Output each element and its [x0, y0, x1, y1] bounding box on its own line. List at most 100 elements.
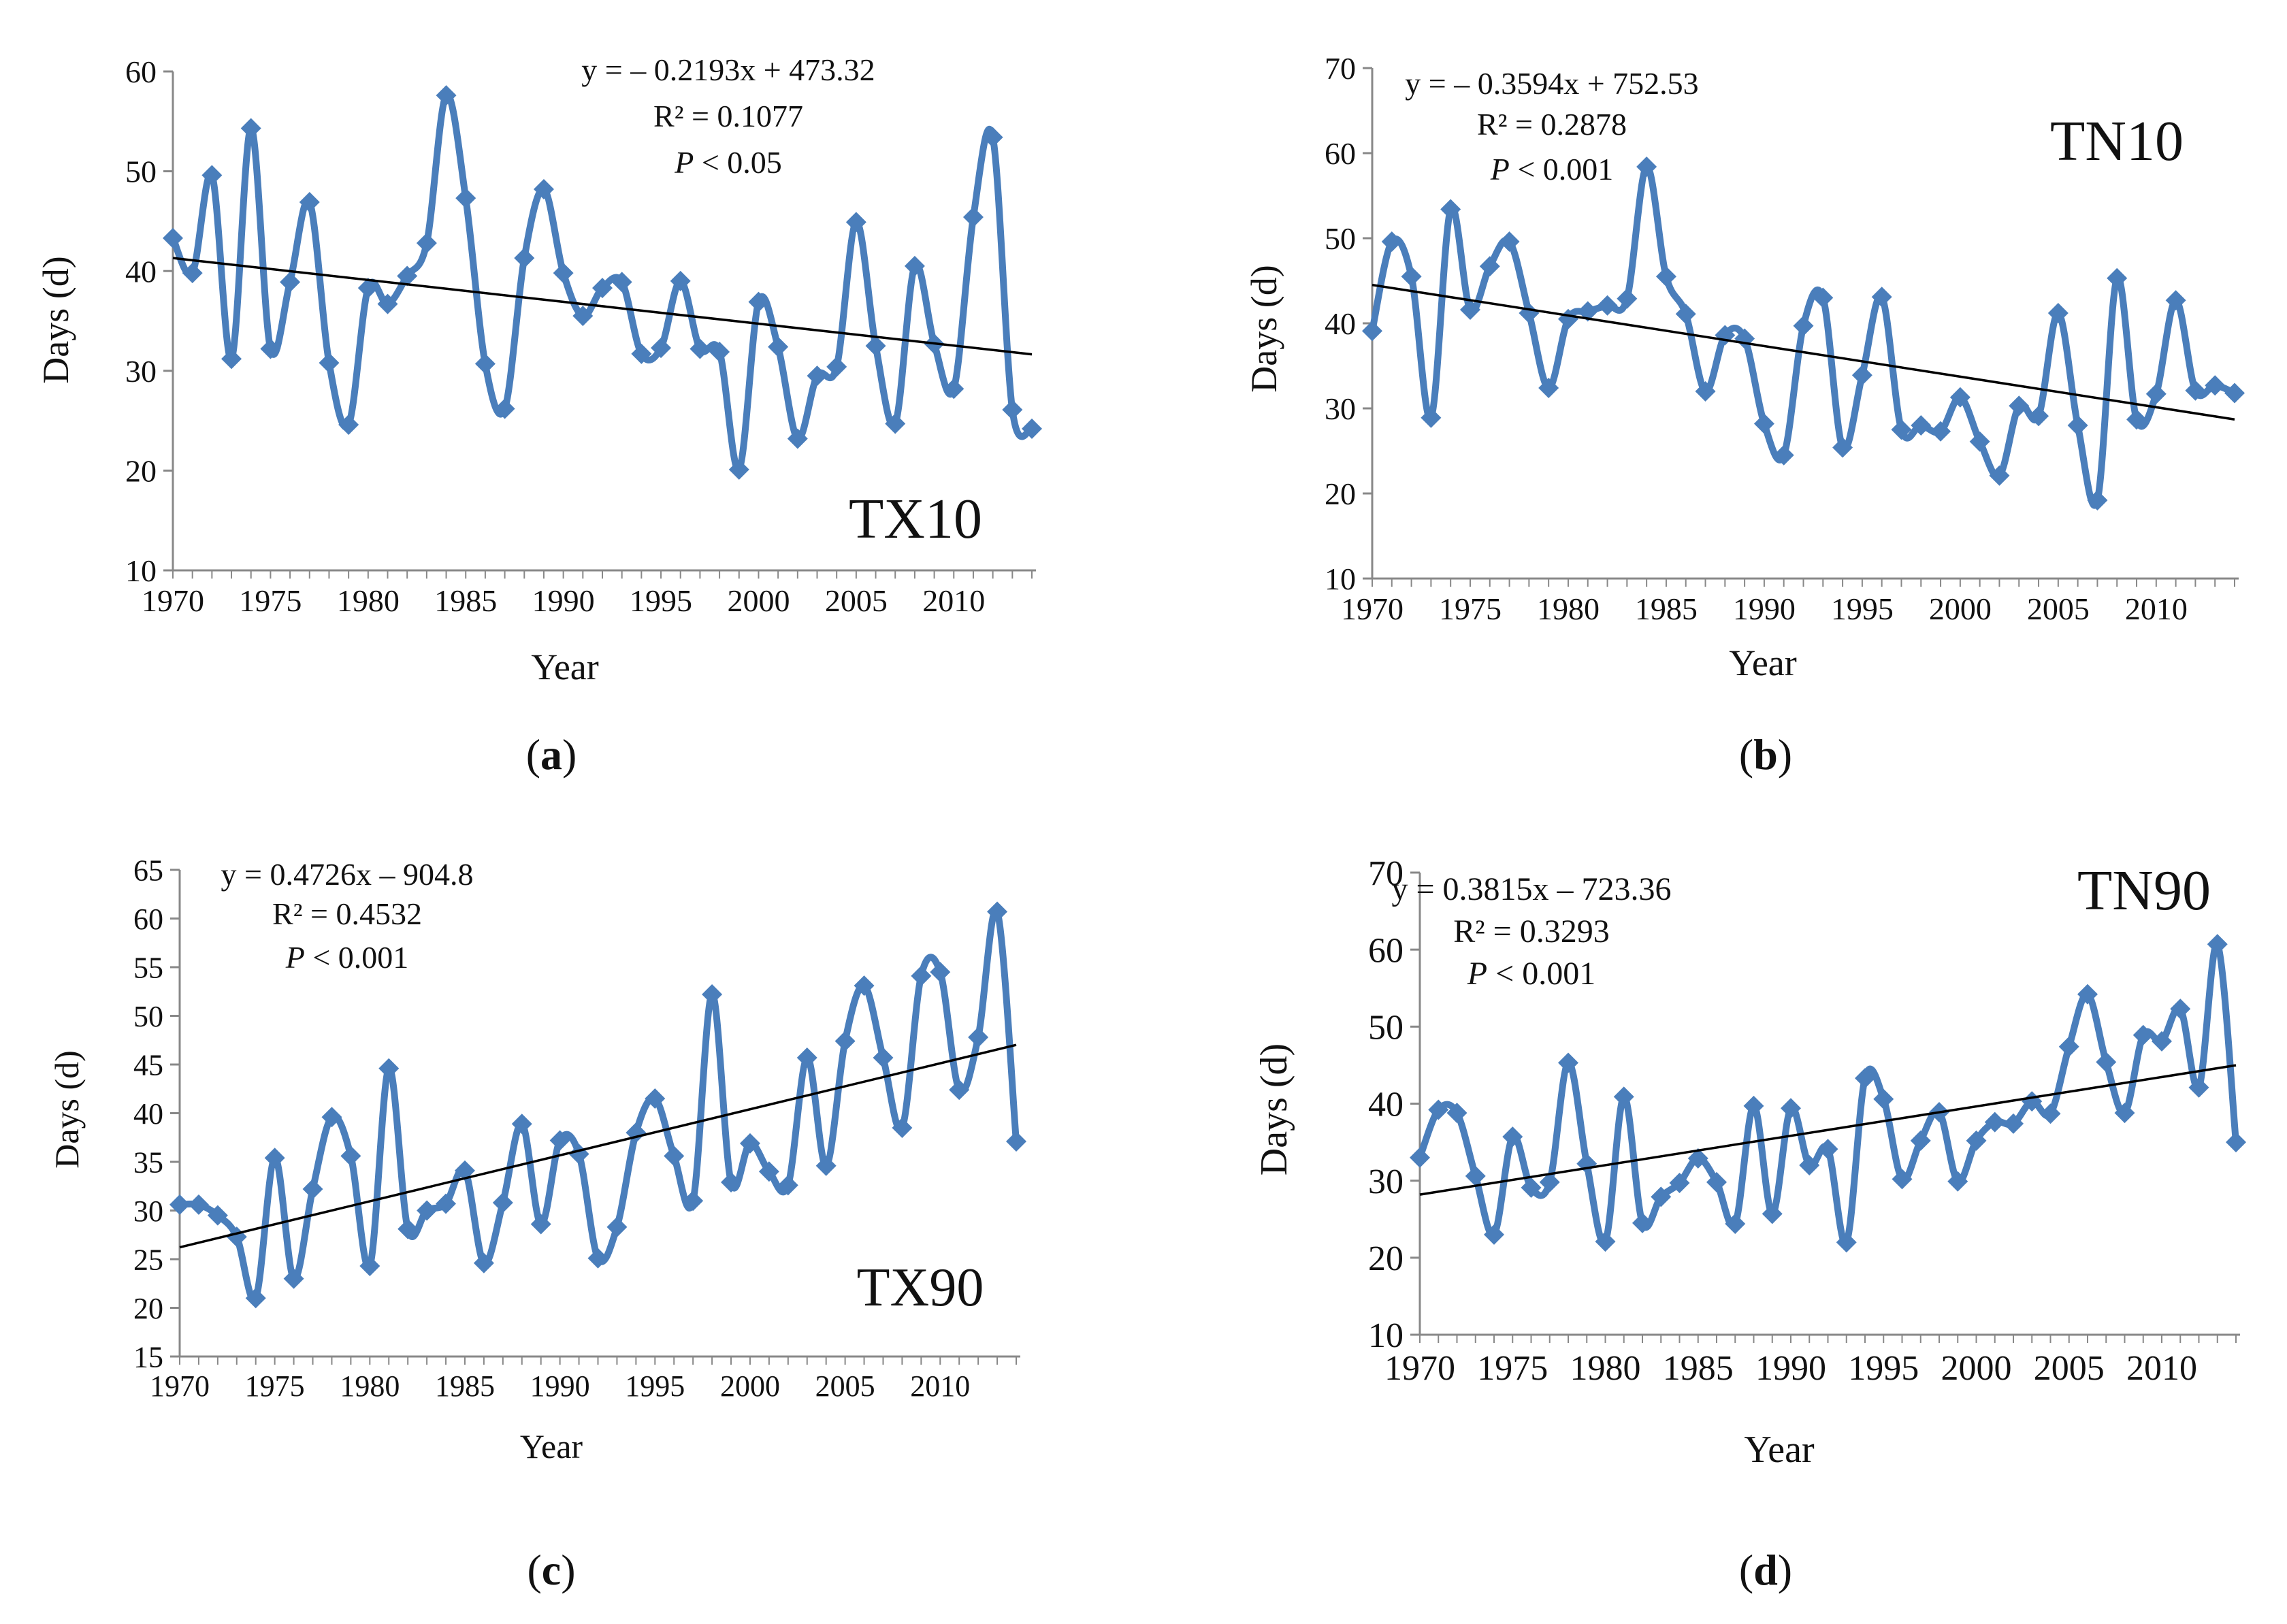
- data-point: [514, 248, 535, 269]
- data-point: [1499, 231, 1520, 252]
- data-point: [930, 962, 951, 983]
- y-tick-label: 40: [1325, 306, 1356, 341]
- data-point: [221, 348, 242, 370]
- p-symbol: P: [674, 145, 694, 180]
- data-point: [2009, 395, 2030, 417]
- data-point: [1576, 1153, 1597, 1174]
- y-tick-label: 70: [1325, 51, 1356, 86]
- data-point: [2067, 415, 2088, 436]
- data-point: [572, 306, 594, 327]
- data-point: [1836, 1232, 1857, 1253]
- panel-title: TX10: [849, 487, 982, 551]
- trend-line: [172, 257, 1033, 356]
- data-point: [302, 1179, 323, 1200]
- data-point: [2145, 383, 2167, 404]
- data-point: [1428, 1099, 1449, 1120]
- data-point: [1006, 1131, 1026, 1152]
- data-point: [321, 1107, 342, 1128]
- data-point: [768, 336, 789, 357]
- data-point: [1851, 365, 1872, 386]
- data-point: [1538, 378, 1559, 398]
- p-symbol: P: [285, 940, 305, 975]
- y-axis-label: Days (d): [1244, 265, 1284, 392]
- data-point: [240, 118, 261, 139]
- data-point: [1636, 157, 1657, 177]
- panel-title: TN10: [2050, 110, 2184, 173]
- data-point: [2152, 1030, 2172, 1052]
- data-point: [651, 338, 672, 359]
- data-point: [709, 341, 730, 362]
- data-point: [592, 278, 613, 299]
- data-point: [1558, 1052, 1578, 1073]
- data-point: [299, 192, 320, 213]
- x-tick-label: 1985: [435, 1369, 495, 1403]
- p-value: P < 0.001: [1467, 956, 1595, 992]
- x-tick-label: 1970: [150, 1369, 210, 1403]
- data-point: [1949, 387, 1970, 408]
- panel-caption-b: (b): [1738, 730, 1793, 779]
- data-point: [1947, 1171, 1968, 1192]
- data-point: [283, 1268, 304, 1289]
- data-point: [530, 1214, 551, 1235]
- y-tick-label: 30: [125, 354, 157, 389]
- data-point: [748, 291, 769, 312]
- data-point: [987, 901, 1008, 922]
- data-point: [1989, 465, 2010, 486]
- p-value: P < 0.001: [285, 940, 409, 975]
- x-tick-label: 2000: [727, 583, 790, 618]
- data-point: [1613, 1086, 1634, 1107]
- y-tick-label: 40: [133, 1097, 163, 1131]
- data-point: [2165, 290, 2186, 311]
- data-point: [398, 1218, 419, 1239]
- y-tick-label: 10: [125, 553, 157, 588]
- regression-equation: y = 0.4726x – 904.8: [221, 857, 474, 892]
- data-point: [2047, 303, 2069, 323]
- data-point: [1799, 1155, 1820, 1176]
- data-point: [2077, 984, 2098, 1005]
- data-point: [904, 255, 925, 276]
- data-point: [1617, 288, 1638, 309]
- data-point: [1743, 1095, 1764, 1116]
- x-tick-label: 2005: [2027, 591, 2090, 626]
- y-tick-label: 15: [133, 1340, 163, 1374]
- data-point: [553, 263, 574, 284]
- data-point: [436, 85, 457, 106]
- data-point: [645, 1088, 666, 1109]
- data-point: [1022, 418, 1042, 439]
- y-tick-label: 20: [1368, 1239, 1404, 1278]
- data-point: [2132, 1024, 2154, 1045]
- y-tick-label: 30: [133, 1195, 163, 1228]
- data-point: [494, 398, 515, 419]
- x-tick-label: 2005: [2034, 1349, 2105, 1388]
- data-point: [1669, 1173, 1690, 1194]
- data-point: [1362, 321, 1382, 342]
- data-point: [1687, 1148, 1708, 1169]
- trend-line: [1419, 1064, 2237, 1196]
- y-tick-label: 35: [133, 1146, 163, 1179]
- data-point: [2028, 406, 2049, 427]
- data-point: [473, 1252, 494, 1273]
- data-point: [359, 1256, 380, 1277]
- panel-title: TN90: [2077, 859, 2211, 922]
- x-axis-label: Year: [531, 647, 599, 687]
- data-point: [264, 1148, 285, 1169]
- data-point: [1410, 1147, 1430, 1168]
- data-point: [1910, 1130, 1931, 1151]
- r-squared: R² = 0.3293: [1453, 913, 1609, 949]
- data-point: [2170, 998, 2191, 1020]
- x-tick-label: 1985: [1635, 591, 1698, 626]
- data-point: [1401, 266, 1422, 287]
- data-point: [1725, 1214, 1746, 1235]
- y-tick-label: 60: [1368, 931, 1404, 970]
- data-point: [492, 1192, 513, 1214]
- data-point: [1873, 1088, 1894, 1109]
- data-point: [417, 1200, 438, 1221]
- data-point: [1651, 1186, 1672, 1207]
- x-tick-label: 2010: [2125, 591, 2188, 626]
- data-point: [378, 1058, 400, 1079]
- p-symbol: P: [1490, 152, 1510, 186]
- y-tick-label: 60: [133, 903, 163, 936]
- y-tick-label: 50: [133, 1000, 163, 1033]
- p-threshold: < 0.05: [694, 145, 781, 180]
